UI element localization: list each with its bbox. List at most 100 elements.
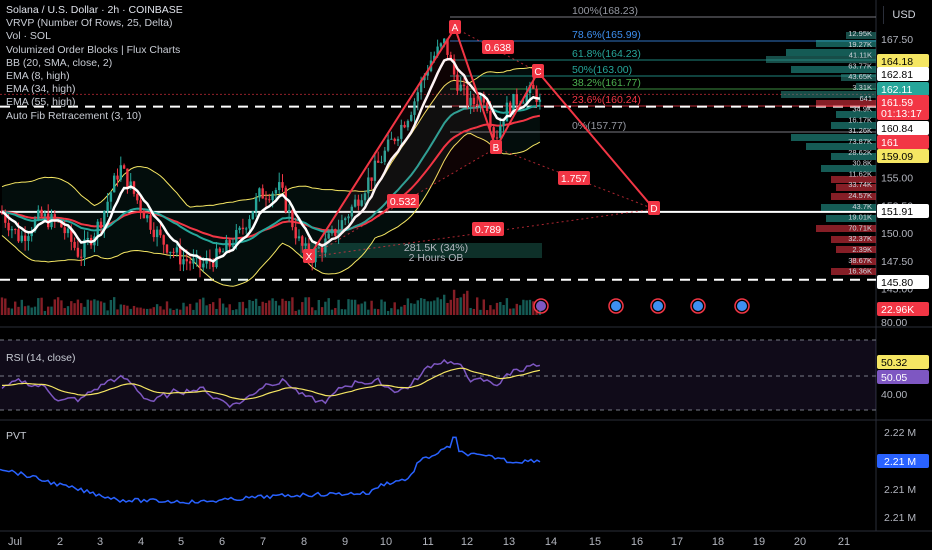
volume-bar <box>7 307 10 315</box>
pvt-pane-title[interactable]: PVT <box>6 430 27 442</box>
volume-bar <box>505 298 509 315</box>
symbol-title[interactable]: Solana / U.S. Dollar · 2h · COINBASE <box>6 4 183 16</box>
volume-bar <box>129 308 132 315</box>
time-tick: 4 <box>138 536 144 548</box>
candle-body <box>113 175 116 193</box>
indicator-order-blocks[interactable]: Volumized Order Blocks | Flux Charts <box>6 43 181 56</box>
candle-body <box>274 190 278 194</box>
rsi-tick: 40.00 <box>881 389 907 401</box>
volume-bar <box>248 299 251 315</box>
pattern-point-marker <box>490 140 502 154</box>
volume-bar <box>76 299 80 315</box>
candle-body <box>370 177 373 181</box>
candle-body <box>175 247 179 253</box>
pattern-point-label: C <box>534 67 541 78</box>
indicator-ema-8[interactable]: EMA (8, high) <box>6 70 70 83</box>
price-tag <box>877 204 929 218</box>
candle-body <box>188 261 192 264</box>
candle-body <box>446 38 449 55</box>
candle-body <box>37 209 40 219</box>
volume-bar <box>476 297 479 315</box>
candle-body <box>228 240 231 247</box>
candle-body <box>165 244 169 253</box>
currency-selector[interactable]: USD <box>883 6 924 24</box>
vrvp-bar <box>831 122 876 129</box>
candle-body <box>482 96 485 103</box>
price-tag-text: 162.81 <box>881 69 913 81</box>
indicator-auto-fib[interactable]: Auto Fib Retracement (3, 10) <box>6 109 142 122</box>
indicator-bb[interactable]: BB (20, SMA, close, 2) <box>6 56 113 69</box>
harmonic-ratio-line <box>308 208 655 258</box>
candle-body <box>535 88 538 102</box>
volume-bar <box>413 303 416 315</box>
indicator-ema-55[interactable]: EMA (55, high) <box>6 96 76 109</box>
candle-body <box>149 215 152 230</box>
time-tick: 8 <box>301 536 307 548</box>
volume-bar <box>56 297 60 315</box>
volume-bar <box>149 308 152 315</box>
candle-body <box>515 93 518 105</box>
candle-body <box>33 218 37 232</box>
fib-label: 61.8%(164.23) <box>572 48 641 60</box>
candle-body <box>294 227 297 239</box>
volume-bar <box>499 302 502 315</box>
volume-bar <box>254 298 258 315</box>
price-tag-text: 164.18 <box>881 56 913 68</box>
volume-bar <box>218 298 221 315</box>
vrvp-value: 70.71K <box>848 223 872 232</box>
volume-bar <box>284 300 287 315</box>
time-tick: 16 <box>631 536 643 548</box>
indicator-ema-34[interactable]: EMA (34, high) <box>6 83 76 96</box>
volume-bar <box>86 299 89 315</box>
candle-body <box>4 213 7 223</box>
time-tick: 5 <box>178 536 184 548</box>
candle-body <box>122 165 126 169</box>
volume-bar <box>528 299 532 315</box>
pattern-point-marker <box>532 64 544 78</box>
vrvp-value: 19.27K <box>848 40 872 49</box>
volume-bar <box>43 310 47 315</box>
candle-body <box>83 239 86 258</box>
pattern-point-c: C <box>532 64 544 78</box>
candle-body <box>509 102 512 115</box>
volume-bar <box>423 298 426 315</box>
volume-bar <box>340 309 344 315</box>
volume-bar <box>0 297 4 315</box>
fib-label: 50%(163.00) <box>572 64 632 76</box>
ratio-box <box>387 194 419 208</box>
candle-body <box>248 219 251 229</box>
price-tag <box>877 135 929 149</box>
pattern-point-label: B <box>493 143 500 154</box>
vrvp-bar <box>786 49 876 56</box>
price-tag-text: 159.09 <box>881 151 913 163</box>
flag-icon <box>693 301 703 311</box>
candle-body <box>251 211 254 220</box>
volume-bar <box>126 305 129 315</box>
time-tick: 13 <box>503 536 515 548</box>
rsi-tag <box>877 370 929 384</box>
volume-bar <box>23 306 27 315</box>
vrvp-value: 73.87K <box>848 137 872 146</box>
vrvp-bar <box>831 268 876 275</box>
vrvp-value: 30.8K <box>852 159 872 168</box>
vrvp-bar <box>791 66 876 73</box>
event-icon <box>533 298 549 314</box>
rsi-pane-title[interactable]: RSI (14, close) <box>6 352 76 364</box>
volume-bar <box>142 308 146 315</box>
candle-body <box>20 235 23 242</box>
candle-body <box>172 251 175 253</box>
vrvp-bar <box>831 153 876 160</box>
vrvp-value: 41.11K <box>849 51 872 60</box>
volume-bar <box>373 308 377 315</box>
indicator-volume[interactable]: Vol · SOL <box>6 30 51 43</box>
pattern-point-label: A <box>452 23 459 34</box>
candle-body <box>413 101 416 115</box>
indicator-vrvp[interactable]: VRVP (Number Of Rows, 25, Delta) <box>6 17 173 30</box>
volume-bar <box>93 299 96 315</box>
candle-body <box>317 247 320 249</box>
volume-bar <box>363 301 367 315</box>
candle-body <box>416 92 419 102</box>
candle-body <box>360 200 363 206</box>
ema-34-line <box>1 104 541 246</box>
